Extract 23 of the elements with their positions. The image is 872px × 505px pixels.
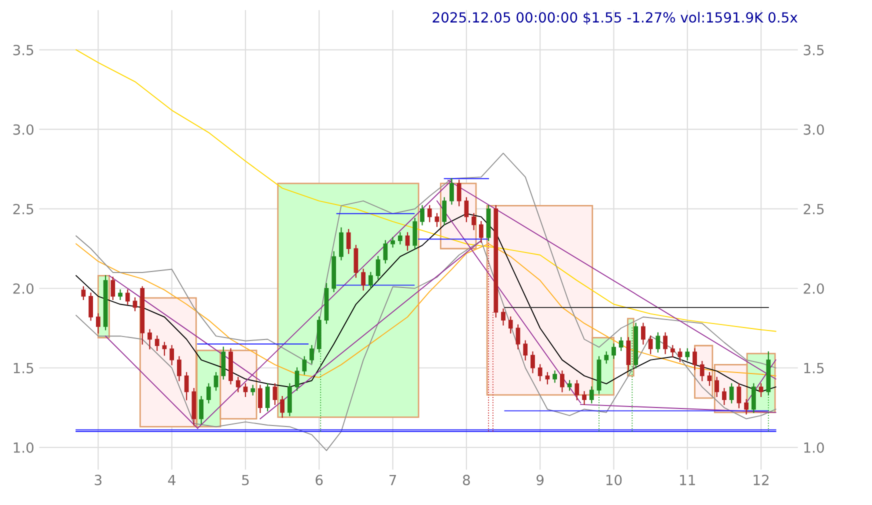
- y2-tick-label: 2.5: [804, 204, 824, 214]
- x-tick-label: 3: [94, 474, 102, 486]
- y-tick-label: 2.5: [13, 204, 34, 214]
- y-tick-label: 2.0: [13, 283, 34, 294]
- y2-tick-label: 2.0: [804, 283, 824, 294]
- y2-tick-label: 3.0: [804, 124, 824, 135]
- y2-tick-label: 3.5: [804, 44, 824, 56]
- x-tick-label: 5: [242, 474, 249, 486]
- y-tick-label: 1.5: [14, 363, 34, 374]
- x-tick-label: 9: [536, 474, 544, 486]
- chart-title: 2025.12.05 00:00:00 $1.55 -1.27% vol:1591.9K 0.5x: [432, 12, 798, 24]
- x-tick-label: 12: [754, 474, 768, 486]
- x-tick-label: 8: [462, 474, 470, 486]
- x-tick-label: 11: [680, 474, 695, 486]
- y-tick-label: 3.0: [13, 124, 34, 135]
- y2-tick-label: 1.0: [804, 442, 824, 453]
- y2-tick-label: 1.5: [804, 363, 824, 374]
- x-tick-label: 4: [168, 474, 176, 486]
- y-tick-label: 1.0: [14, 442, 34, 453]
- x-tick-label: 6: [316, 474, 323, 486]
- x-tick-label: 10: [606, 474, 622, 486]
- y-tick-label: 3.5: [13, 44, 34, 56]
- x-tick-label: 7: [390, 474, 396, 486]
